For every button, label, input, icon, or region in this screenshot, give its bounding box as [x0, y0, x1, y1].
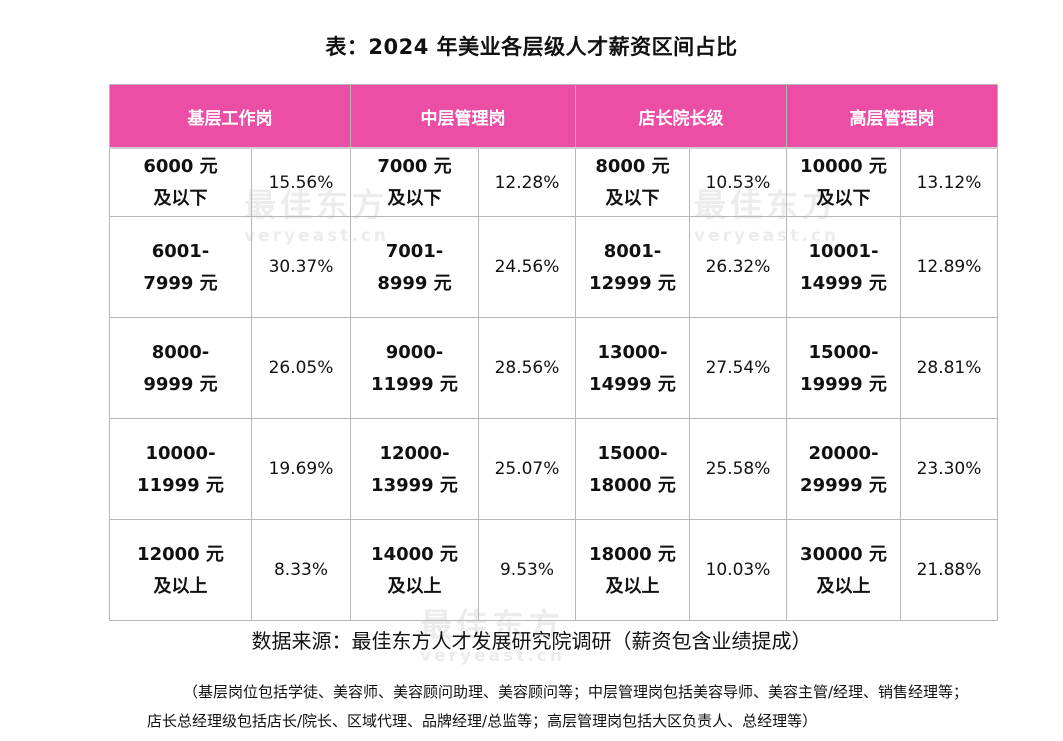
salary-range-line: 及以上 — [153, 575, 208, 597]
percentage-cell: 10.53% — [689, 147, 787, 217]
salary-range-line: 19999 元 — [800, 373, 887, 395]
salary-range-cell: 30000 元及以上 — [786, 519, 901, 621]
salary-range-line: 及以下 — [605, 188, 660, 209]
column-header: 中层管理岗 — [350, 84, 576, 149]
percentage-cell: 10.03% — [689, 519, 787, 621]
salary-range-line: 15000- — [808, 341, 879, 363]
salary-range-line: 8000- — [151, 341, 210, 363]
percentage-cell: 13.12% — [900, 147, 998, 217]
salary-range-cell: 6000 元及以下 — [109, 147, 252, 217]
salary-range-line: 12000 元 — [137, 543, 224, 565]
footnote: （基层岗位包括学徒、美容师、美容顾问助理、美容顾问等；中层管理岗包括美容导师、美… — [147, 683, 969, 730]
salary-range-cell: 7000 元及以下 — [350, 147, 479, 217]
salary-range-line: 20000- — [808, 442, 879, 464]
salary-range-cell: 10000 元及以下 — [786, 147, 901, 217]
percentage-cell: 23.30% — [900, 418, 998, 520]
table-row: 10000- 11999 元 19.69% 12000- 13999 元 25.07% 15… — [109, 418, 998, 520]
percentage-cell: 28.81% — [900, 317, 998, 419]
salary-range-line: 10001- — [808, 240, 879, 262]
salary-range-line: 12999 元 — [589, 272, 676, 294]
percentage-cell: 21.88% — [900, 519, 998, 621]
salary-range-line: 13000- — [597, 341, 668, 363]
salary-range-line: 11999 元 — [371, 373, 458, 395]
salary-range-line: 12000- — [379, 442, 450, 464]
salary-range-line: 6001- — [151, 240, 210, 262]
salary-range-line: 及以上 — [816, 575, 871, 597]
table-row: 6000 元及以下 15.56% 7000 元及以下 12.28% 8000 元及以下 1… — [109, 147, 998, 217]
percentage-cell: 27.54% — [689, 317, 787, 419]
percentage-cell: 26.32% — [689, 216, 787, 318]
salary-range-cell: 8000- 9999 元 — [109, 317, 252, 419]
salary-range-cell: 8001- 12999 元 — [575, 216, 690, 318]
salary-range-line: 13999 元 — [371, 474, 458, 496]
salary-range-line: 9999 元 — [143, 373, 218, 395]
salary-range-line: 及以下 — [387, 188, 442, 209]
salary-range-line: 7000 元 — [377, 156, 452, 177]
salary-range-line: 29999 元 — [800, 474, 887, 496]
percentage-cell: 30.37% — [251, 216, 351, 318]
percentage-cell: 24.56% — [478, 216, 576, 318]
percentage-cell: 28.56% — [478, 317, 576, 419]
salary-range-line: 11999 元 — [137, 474, 224, 496]
salary-range-line: 及以上 — [387, 575, 442, 597]
salary-range-line: 10000 元 — [800, 156, 887, 177]
salary-range-cell: 15000- 19999 元 — [786, 317, 901, 419]
salary-range-cell: 12000- 13999 元 — [350, 418, 479, 520]
header-row: 基层工作岗 中层管理岗 店长院长级 高层管理岗 — [109, 84, 998, 149]
salary-range-cell: 9000- 11999 元 — [350, 317, 479, 419]
salary-range-line: 及以上 — [605, 575, 660, 597]
percentage-cell: 25.58% — [689, 418, 787, 520]
percentage-cell: 12.28% — [478, 147, 576, 217]
table-title: 表：2024 年美业各层级人才薪资区间占比 — [325, 35, 738, 59]
salary-range-cell: 7001- 8999 元 — [350, 216, 479, 318]
salary-range-line: 及以下 — [816, 188, 871, 209]
percentage-cell: 26.05% — [251, 317, 351, 419]
salary-range-line: 14000 元 — [371, 543, 458, 565]
column-header: 店长院长级 — [575, 84, 787, 149]
salary-range-cell: 12000 元及以上 — [109, 519, 252, 621]
table-row: 6001- 7999 元 30.37% 7001- 8999 元 24.56% 8001- 1… — [109, 216, 998, 318]
percentage-cell: 15.56% — [251, 147, 351, 217]
percentage-cell: 12.89% — [900, 216, 998, 318]
salary-range-line: 18000 元 — [589, 474, 676, 496]
column-header: 高层管理岗 — [786, 84, 998, 149]
salary-range-cell: 13000- 14999 元 — [575, 317, 690, 419]
salary-range-line: 9000- — [385, 341, 444, 363]
salary-range-line: 10000- — [145, 442, 216, 464]
salary-table: 基层工作岗 中层管理岗 店长院长级 高层管理岗 6000 元及以下 15.56% 7… — [109, 84, 998, 621]
salary-range-line: 18000 元 — [589, 543, 676, 565]
table-row: 12000 元及以上 8.33% 14000 元及以上 9.53% 18000 元及以上… — [109, 519, 998, 621]
salary-range-cell: 10001- 14999 元 — [786, 216, 901, 318]
salary-range-cell: 14000 元及以上 — [350, 519, 479, 621]
percentage-cell: 25.07% — [478, 418, 576, 520]
percentage-cell: 19.69% — [251, 418, 351, 520]
salary-range-cell: 15000- 18000 元 — [575, 418, 690, 520]
salary-range-cell: 6001- 7999 元 — [109, 216, 252, 318]
table-row: 8000- 9999 元 26.05% 9000- 11999 元 28.56% 13000… — [109, 317, 998, 419]
salary-range-line: 7999 元 — [143, 272, 218, 294]
salary-range-line: 8999 元 — [377, 272, 452, 294]
salary-range-line: 及以下 — [153, 188, 208, 209]
salary-range-cell: 18000 元及以上 — [575, 519, 690, 621]
salary-range-line: 30000 元 — [800, 543, 887, 565]
salary-range-line: 15000- — [597, 442, 668, 464]
data-source: 数据来源：最佳东方人才发展研究院调研（薪资包含业绩提成） — [251, 629, 812, 653]
salary-range-line: 14999 元 — [800, 272, 887, 294]
salary-range-cell: 8000 元及以下 — [575, 147, 690, 217]
salary-range-line: 7001- — [385, 240, 444, 262]
percentage-cell: 9.53% — [478, 519, 576, 621]
column-header: 基层工作岗 — [109, 84, 351, 149]
salary-range-line: 14999 元 — [589, 373, 676, 395]
salary-range-cell: 20000- 29999 元 — [786, 418, 901, 520]
salary-range-cell: 10000- 11999 元 — [109, 418, 252, 520]
salary-range-line: 8000 元 — [595, 156, 670, 177]
salary-range-line: 6000 元 — [143, 156, 218, 177]
percentage-cell: 8.33% — [251, 519, 351, 621]
salary-range-line: 8001- — [603, 240, 662, 262]
